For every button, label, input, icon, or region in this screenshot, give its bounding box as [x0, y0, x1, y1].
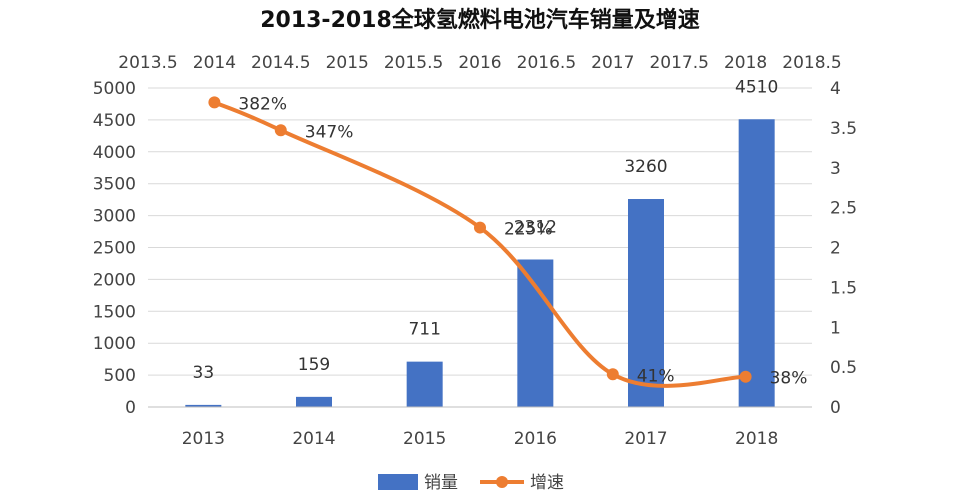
- legend-label-bar: 销量: [424, 473, 458, 493]
- growth-value-label: 38%: [770, 369, 808, 389]
- x-top-tick-label: 2017: [591, 53, 634, 73]
- y-right-tick-label: 2: [830, 239, 841, 259]
- x-top-tick-label: 2015: [326, 53, 369, 73]
- chart-title: 2013-2018全球氢燃料电池汽车销量及增速: [260, 8, 700, 33]
- y-left-tick-label: 2500: [93, 239, 136, 259]
- y-left-tick-label: 500: [104, 366, 136, 386]
- y-right-tick-label: 3: [830, 159, 841, 179]
- x-category-label: 2015: [403, 429, 446, 449]
- y-left-tick-label: 1000: [93, 334, 136, 354]
- y-right-tick-label: 2.5: [830, 199, 857, 219]
- data-labels: 33 159 711 2312 3260 4510 382% 347% 225% 41% 38%: [193, 77, 808, 388]
- x-top-tick-label: 2014: [193, 53, 236, 73]
- x-category-label: 2014: [292, 429, 335, 449]
- x-category-label: 2017: [624, 429, 667, 449]
- growth-point: [474, 221, 486, 234]
- growth-point: [739, 370, 752, 383]
- bar-value-label: 33: [193, 363, 215, 383]
- x-top-tick-label: 2018.5: [782, 53, 841, 73]
- x-top-tick-label: 2016.5: [517, 53, 576, 73]
- y-right-tick-label: 3.5: [830, 119, 857, 139]
- x-top-tick-label: 2014.5: [251, 53, 310, 73]
- bar: [738, 119, 775, 408]
- growth-point: [274, 124, 287, 137]
- y-left-tick-label: 4000: [93, 143, 136, 163]
- growth-value-label: 382%: [238, 94, 287, 114]
- y-right-tick-label: 1.5: [830, 278, 857, 298]
- y-left-tick-label: 0: [125, 398, 136, 418]
- bar: [185, 404, 222, 407]
- bar: [628, 199, 664, 407]
- growth-value-label: 41%: [637, 366, 675, 386]
- y-right-tick-label: 0.5: [830, 358, 857, 378]
- y-left-tick-label: 2000: [93, 270, 136, 290]
- x-category-label: 2016: [514, 429, 557, 449]
- growth-value-label: 225%: [504, 220, 553, 240]
- bar-value-label: 4510: [735, 77, 778, 97]
- y-left-tick-label: 4500: [93, 111, 136, 131]
- x-top-tick-label: 2017.5: [649, 53, 708, 73]
- y-left-tick-label: 3000: [93, 207, 136, 227]
- y-right-tick-label: 0: [830, 398, 841, 418]
- growth-point: [606, 368, 619, 381]
- bar: [296, 396, 332, 407]
- legend-label-line: 增速: [530, 473, 564, 493]
- bar: [517, 259, 554, 407]
- x-top-tick-label: 2013.5: [118, 53, 177, 73]
- line-series: [208, 96, 752, 388]
- legend-swatch-bar: [378, 474, 418, 490]
- bar-value-label: 159: [298, 355, 330, 375]
- x-top-tick-label: 2018: [724, 53, 767, 73]
- growth-point: [208, 96, 221, 109]
- x-category-label: 2013: [182, 429, 225, 449]
- legend-marker-line: [496, 476, 508, 488]
- x-top-tick-label: 2016: [458, 53, 501, 73]
- bar-value-label: 711: [408, 320, 440, 340]
- y-right-tick-label: 4: [830, 79, 841, 99]
- axes: 0 500 1000 1500 2000 2500 3000 3500 4000 4500 5000…: [93, 53, 857, 449]
- x-top-tick-label: 2015.5: [384, 53, 443, 73]
- growth-value-label: 347%: [305, 122, 354, 142]
- y-left-tick-label: 1500: [93, 302, 136, 322]
- bar-value-label: 3260: [624, 157, 667, 177]
- y-left-tick-label: 3500: [93, 175, 136, 195]
- y-left-tick-label: 5000: [93, 79, 136, 99]
- bar-value-label: 2312: [514, 217, 557, 237]
- bar: [406, 361, 443, 407]
- bar-series: [185, 119, 775, 408]
- y-right-tick-label: 1: [830, 318, 841, 338]
- legend: 销量 增速: [378, 473, 564, 493]
- x-category-label: 2018: [735, 429, 778, 449]
